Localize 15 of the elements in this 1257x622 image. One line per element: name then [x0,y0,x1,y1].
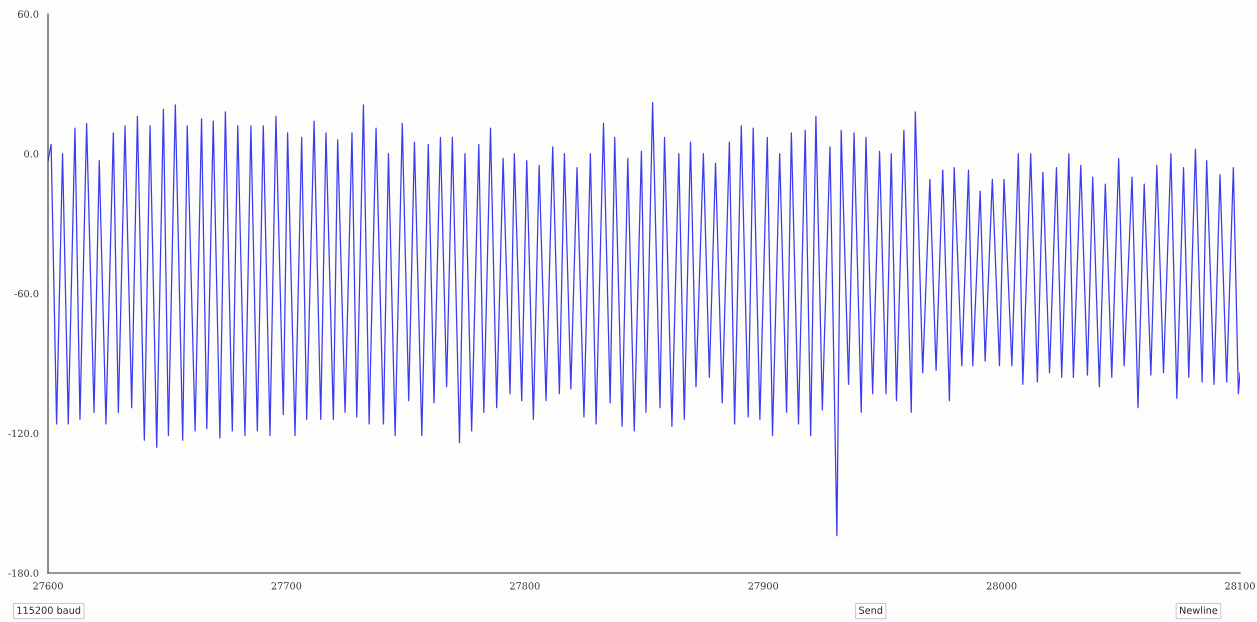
y-tick-label: -120.0 [8,429,39,438]
text: 115200 baud [17,606,81,614]
x-tick-label: 27600 [33,582,63,590]
x-tick-label: 27800 [510,582,540,590]
line-series [48,101,1241,537]
x-tick-label: 28000 [986,582,1017,590]
text: Send [859,606,883,614]
x-tick-label: 27700 [271,582,302,590]
text: Newline [1180,606,1218,614]
x-tick-label: 28100 [1225,582,1255,590]
y-tick-label: -180.0 [8,569,39,577]
y-tick-label: 60.0 [17,10,39,18]
y-tick-label: -60.0 [14,289,39,298]
y-tick-label: 0.0 [24,150,39,158]
x-tick-label: 27900 [748,582,779,590]
